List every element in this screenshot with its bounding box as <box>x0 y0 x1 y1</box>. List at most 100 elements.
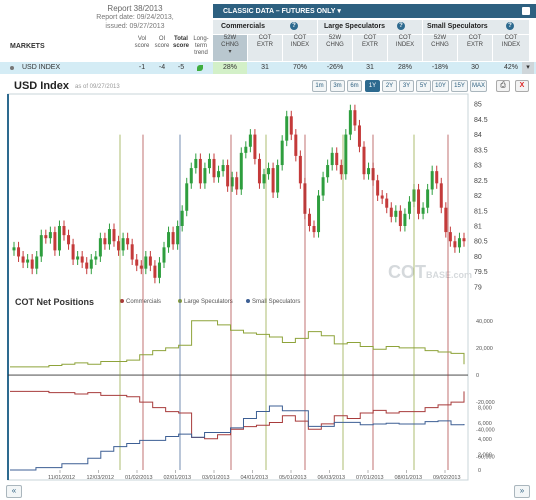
comm-chng-value: 28% <box>213 62 247 74</box>
price-candle <box>307 213 311 226</box>
price-candle <box>98 238 102 257</box>
range-button-max[interactable]: MAX <box>470 80 487 92</box>
range-button-10y[interactable]: 10Y <box>432 80 449 92</box>
col-header-large-index[interactable]: COT INDEX <box>388 35 422 61</box>
group-commercials: Commercials ? <box>213 20 317 34</box>
help-icon-commercials[interactable]: ? <box>290 22 298 30</box>
price-candle <box>107 229 111 245</box>
price-candle <box>157 262 161 278</box>
price-candle <box>435 171 439 184</box>
col-header-large-extr[interactable]: COT EXTR <box>353 35 387 61</box>
price-candle <box>130 244 134 260</box>
price-tick-label: 80.5 <box>474 239 488 246</box>
price-candle <box>39 235 43 257</box>
price-candle <box>26 259 30 263</box>
col-header-small-chng[interactable]: 52W CHNG <box>423 35 457 61</box>
classic-data-header: CLASSIC DATA – FUTURES ONLY ▾ <box>213 4 536 18</box>
price-candle <box>217 171 221 178</box>
price-candle <box>135 259 139 266</box>
help-icon-small[interactable]: ? <box>506 22 514 30</box>
price-candle <box>326 165 330 178</box>
next-page-button[interactable]: » <box>514 485 530 498</box>
col-header-small-index[interactable]: COT INDEX <box>493 35 529 61</box>
price-tick-label: 82 <box>474 193 482 200</box>
col-header-comm-chng[interactable]: 52W CHNG ▾ <box>213 35 247 61</box>
price-candle <box>421 207 425 214</box>
small-extr-value: 30 <box>471 64 479 71</box>
price-candle <box>189 168 193 184</box>
col-header-comm-index[interactable]: COT INDEX <box>283 35 317 61</box>
price-candle <box>71 244 75 260</box>
price-candle <box>80 256 84 263</box>
price-candle <box>335 152 339 166</box>
price-candle <box>212 158 216 178</box>
price-candle <box>389 207 393 217</box>
comm-index-value: 70% <box>292 64 307 71</box>
price-candle <box>139 265 143 269</box>
price-candle <box>30 259 34 269</box>
price-candle <box>248 134 252 147</box>
price-candle <box>85 262 89 269</box>
printer-icon[interactable] <box>522 7 530 15</box>
price-candle <box>12 247 16 251</box>
row-expand-icon[interactable]: ▾ <box>522 62 534 74</box>
col-header-comm-extr[interactable]: COT EXTR <box>248 35 282 61</box>
price-tick-label: 80 <box>474 254 482 261</box>
price-candle <box>226 165 230 187</box>
range-button-3y[interactable]: 3Y <box>399 80 414 92</box>
x-tick-label: 04/01/2013 <box>241 475 269 481</box>
range-button-1y[interactable]: 1Y <box>365 80 380 92</box>
large-chng-value: -26% <box>326 64 344 71</box>
x-tick-label: 01/02/2013 <box>125 475 153 481</box>
chevron-down-icon[interactable]: ▾ <box>337 8 341 15</box>
price-candle <box>17 247 21 257</box>
price-candle <box>235 177 239 190</box>
price-candle <box>48 232 52 239</box>
large-extr-value: 31 <box>366 64 374 71</box>
price-candle <box>448 232 452 242</box>
cot-tick-label: 20,000 <box>476 346 493 352</box>
price-candle <box>321 177 325 196</box>
price-candle <box>457 238 461 248</box>
row-bullet-icon <box>10 66 14 70</box>
price-candle <box>162 247 166 263</box>
sort-down-icon: ▾ <box>228 49 232 55</box>
small-spec-tick-label: 0 <box>478 468 481 474</box>
table-row[interactable] <box>0 62 536 74</box>
price-candle <box>176 226 180 245</box>
markets-header: MARKETS <box>10 43 45 50</box>
x-tick-label: 12/03/2012 <box>87 475 115 481</box>
range-button-1m[interactable]: 1m <box>312 80 327 92</box>
price-candle <box>253 134 257 159</box>
close-icon[interactable]: X <box>515 80 529 92</box>
price-tick-label: 79 <box>474 284 482 291</box>
x-tick-label: 06/03/2013 <box>318 475 346 481</box>
col-header-large-chng[interactable]: 52W CHNG <box>318 35 352 61</box>
range-button-2y[interactable]: 2Y <box>382 80 397 92</box>
price-candle <box>276 165 280 193</box>
small-index-value: 42% <box>503 64 518 71</box>
trend-header: Long-term trend <box>193 36 209 56</box>
price-tick-label: 81 <box>474 224 482 231</box>
range-button-6m[interactable]: 6m <box>347 80 362 92</box>
cot-tick-label: -20,000 <box>476 400 495 406</box>
chart-as-of: as of 09/27/2013 <box>75 84 120 90</box>
prev-page-button[interactable]: « <box>6 485 22 498</box>
price-candle <box>289 116 293 135</box>
range-button-15y[interactable]: 15Y <box>451 80 468 92</box>
price-candle <box>294 134 298 156</box>
price-candle <box>426 189 430 208</box>
range-button-5y[interactable]: 5Y <box>416 80 431 92</box>
help-icon-large[interactable]: ? <box>397 22 405 30</box>
oi-score: -4 <box>158 64 166 71</box>
range-button-3m[interactable]: 3m <box>330 80 345 92</box>
cot-tick-label: -40,000 <box>476 427 495 433</box>
usd-index-chart: 79 79.5 80 80.5 81 81.5 82 82.5 83 83.5 84 84.5 85 CO… <box>7 93 495 481</box>
small-spec-tick-label: 4,000 <box>478 437 492 443</box>
col-header-small-extr[interactable]: COT EXTR <box>458 35 492 61</box>
cot-tick-label: 40,000 <box>476 319 493 325</box>
price-candle <box>430 171 434 190</box>
market-name[interactable]: USD INDEX <box>22 64 61 71</box>
x-tick-label: 05/01/2013 <box>279 475 307 481</box>
printer-icon[interactable]: ⎙ <box>496 80 510 92</box>
